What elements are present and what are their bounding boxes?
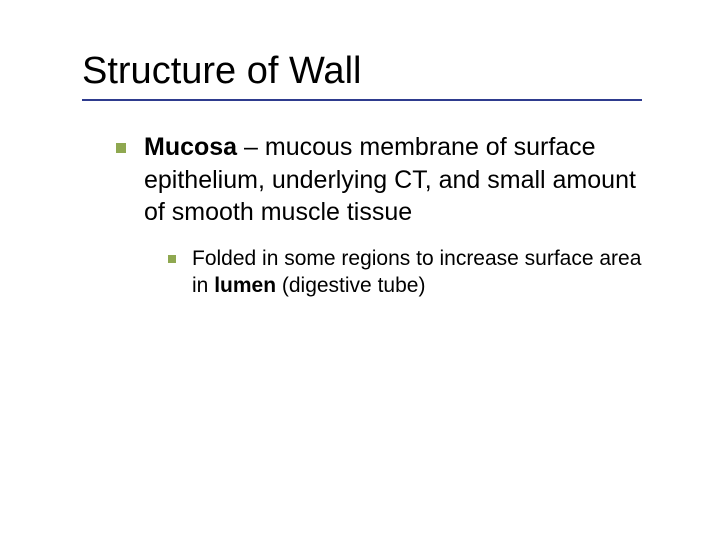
level1-bold: Mucosa [144, 133, 237, 161]
slide-title: Structure of Wall [82, 50, 660, 93]
title-underline [82, 99, 642, 101]
level2-text: Folded in some regions to increase surfa… [192, 245, 660, 300]
level2-post: (digestive tube) [276, 274, 425, 297]
level2-bold: lumen [214, 274, 276, 297]
bullet-item-level2: Folded in some regions to increase surfa… [168, 245, 660, 300]
slide-container: Structure of Wall Mucosa – mucous membra… [0, 0, 720, 540]
bullet-item-level1: Mucosa – mucous membrane of surface epit… [116, 131, 660, 229]
square-bullet-icon [168, 255, 176, 263]
square-bullet-icon [116, 143, 126, 153]
level1-text: Mucosa – mucous membrane of surface epit… [144, 131, 660, 229]
